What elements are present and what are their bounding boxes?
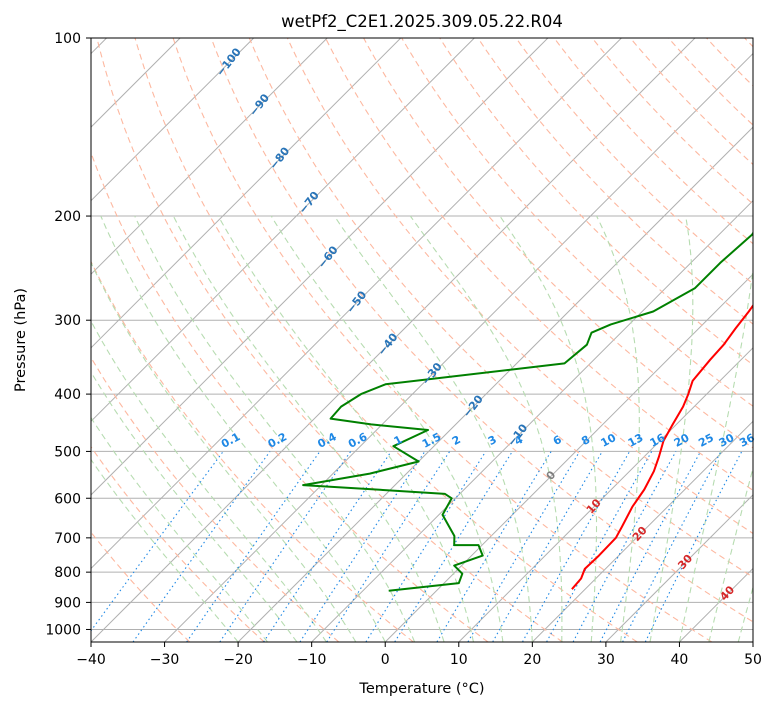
mixing-ratio-label: 0.6 — [346, 430, 370, 451]
y-tick-label: 300 — [54, 313, 81, 329]
dry-adiabat-label: −30 — [419, 360, 445, 388]
x-axis-title: Temperature (°C) — [358, 681, 484, 697]
moist-adiabat-line — [410, 216, 562, 642]
mixing-ratio-line — [573, 451, 676, 642]
dry-adiabat-label: −50 — [344, 288, 370, 316]
y-tick-label: 100 — [54, 31, 81, 47]
isotherm-line — [165, 38, 769, 642]
x-tick-label: 40 — [671, 652, 689, 668]
dry-adiabat-line — [211, 38, 775, 642]
dry-adiabat-label: −40 — [375, 330, 401, 358]
mixing-ratio-line — [133, 451, 270, 642]
x-tick-label: −10 — [297, 652, 327, 668]
mixing-ratio-label: 2 — [450, 433, 463, 448]
mixing-ratio-line — [523, 451, 630, 642]
isotherm-line — [0, 38, 254, 642]
dry-adiabat-line — [516, 38, 775, 642]
mixing-ratio-label: 6 — [551, 433, 564, 448]
mixing-ratio-label: 25 — [696, 431, 716, 450]
y-tick-label: 900 — [54, 595, 81, 611]
dry-adiabat-label: −60 — [315, 243, 341, 271]
x-tick-label: 30 — [597, 652, 615, 668]
isotherm-line — [238, 38, 775, 642]
moist-adiabat-line — [218, 216, 473, 642]
moist-adiabat-line — [0, 216, 267, 642]
x-tick-label: 50 — [744, 652, 762, 668]
isotherm-line — [385, 38, 775, 642]
dry-adiabat-line — [707, 38, 775, 642]
x-tick-label: −40 — [76, 652, 106, 668]
mixing-ratio-line — [395, 451, 513, 642]
dry-adiabat-line — [0, 38, 339, 642]
mixing-ratio-line — [83, 451, 223, 642]
mixing-ratio-label: 1.5 — [420, 430, 443, 451]
mixing-ratio-line — [468, 451, 580, 642]
moist-adiabat-line — [101, 216, 385, 642]
isotherm-line — [17, 38, 621, 642]
chart-title: wetPf2_C2E1.2025.309.05.22.R04 — [281, 12, 563, 32]
mixing-ratio-line — [366, 451, 486, 642]
y-tick-label: 200 — [54, 209, 81, 225]
y-tick-label: 700 — [54, 531, 81, 547]
isotherm-line — [0, 38, 401, 642]
dry-adiabat-label: −70 — [296, 189, 322, 217]
dry-adiabat-line — [745, 38, 775, 642]
isotherm-line — [0, 38, 548, 642]
mixing-ratio-line — [327, 451, 450, 642]
dry-adiabat-label: −80 — [267, 144, 293, 172]
moist-adiabat-line — [0, 216, 238, 642]
y-tick-label: 800 — [54, 565, 81, 581]
mixing-ratio-label: 0.1 — [219, 430, 242, 451]
dry-adiabat-line — [668, 38, 775, 642]
isotherm-line — [753, 38, 775, 642]
y-tick-label: 400 — [54, 387, 81, 403]
moist-adiabat-line — [709, 216, 775, 642]
dry-adiabat-line — [59, 38, 488, 642]
dry-adiabat-label: −20 — [460, 392, 486, 420]
mixing-ratio-label: 30 — [717, 431, 737, 450]
mixing-ratio-line — [645, 451, 742, 642]
dry-adiabat-line — [440, 38, 775, 642]
x-tick-label: 10 — [450, 652, 468, 668]
mixing-ratio-line — [547, 451, 652, 642]
y-tick-label: 600 — [54, 491, 81, 507]
y-axis-title: Pressure (hPa) — [13, 288, 29, 392]
dry-adiabat-line — [592, 38, 775, 642]
moist-adiabat-line — [334, 216, 532, 642]
dry-adiabat-line — [554, 38, 775, 642]
dry-adiabat-line — [0, 38, 264, 642]
x-tick-label: 0 — [381, 652, 390, 668]
dry-adiabat-label: −90 — [247, 91, 273, 119]
moist-adiabat-line — [597, 216, 640, 642]
dry-adiabat-label: −100 — [214, 45, 244, 79]
moist-adiabat-line — [44, 216, 327, 642]
mixing-ratio-line — [300, 451, 425, 642]
y-tick-label: 1000 — [45, 622, 81, 638]
x-tick-label: 20 — [523, 652, 541, 668]
plot-frame — [91, 38, 753, 642]
dry-adiabat-line — [21, 38, 414, 642]
y-tick-label: 500 — [54, 444, 81, 460]
mixing-ratio-label: 13 — [626, 431, 646, 450]
x-tick-label: −20 — [223, 652, 253, 668]
x-tick-label: −30 — [150, 652, 180, 668]
mixing-ratio-label: 3 — [486, 433, 499, 448]
temperature-profile-line — [572, 38, 775, 589]
mixing-ratio-label: 16 — [648, 431, 668, 450]
